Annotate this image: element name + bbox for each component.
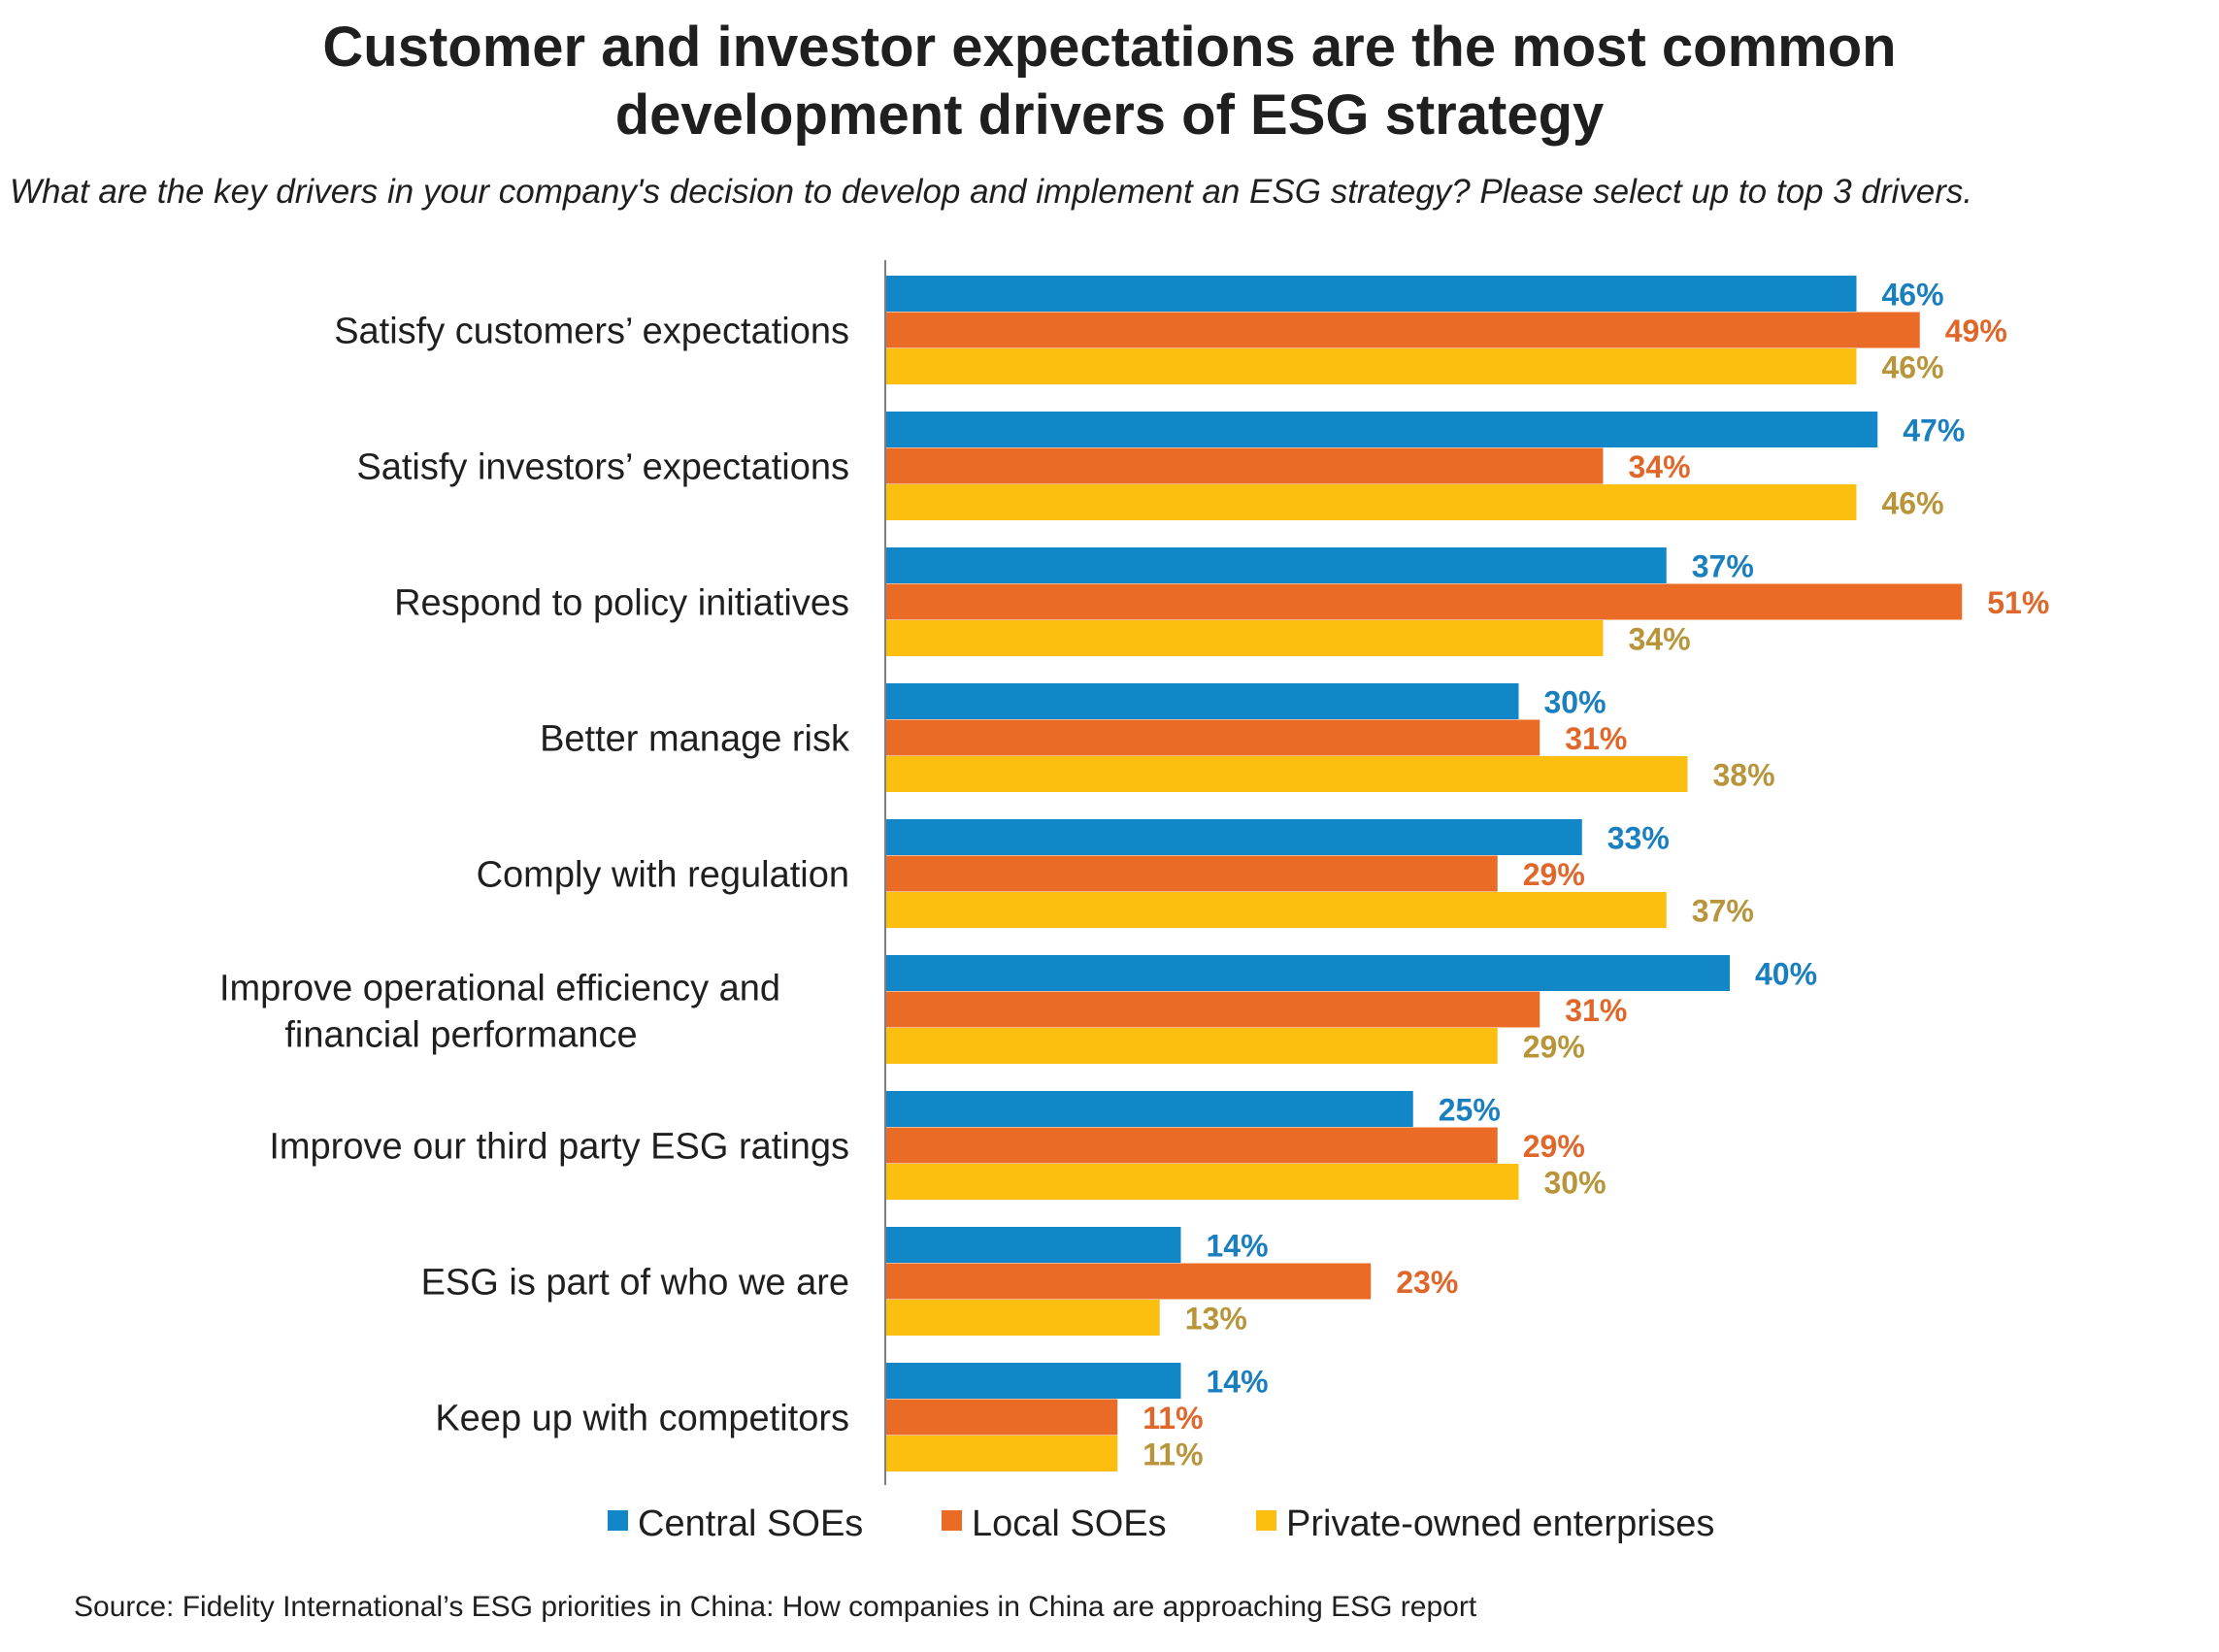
chart-title-line-2: development drivers of ESG strategy: [614, 83, 1605, 147]
bar-central-soes-esg-is-part-of-who-we-are: [885, 1227, 1181, 1263]
bar-private-owned-enterprises-improve-our-third-party-esg-ratings: [885, 1164, 1519, 1200]
data-label-central-soes-satisfy-customers-expectations: 46%: [1882, 278, 1944, 313]
data-label-central-soes-improve-our-third-party-esg-ratings: 25%: [1439, 1093, 1501, 1128]
bar-central-soes-improve-our-third-party-esg-ratings: [885, 1091, 1413, 1127]
bar-central-soes-satisfy-customers-expectations: [885, 276, 1857, 312]
category-label-esg-is-part-of-who-we-are: ESG is part of who we are: [421, 1262, 849, 1303]
data-label-local-soes-respond-to-policy-initiatives: 51%: [1987, 585, 2049, 620]
bar-private-owned-enterprises-improve-operational-efficiency-and-financial-performance: [885, 1028, 1498, 1064]
bar-local-soes-comply-with-regulation: [885, 855, 1498, 892]
data-label-private-owned-enterprises-satisfy-investors-expectations: 46%: [1882, 486, 1944, 521]
bar-central-soes-improve-operational-efficiency-and-financial-performance: [885, 955, 1730, 991]
category-label-respond-to-policy-initiatives: Respond to policy initiatives: [394, 582, 849, 623]
category-label-comply-with-regulation: Comply with regulation: [477, 854, 849, 895]
data-label-central-soes-satisfy-investors-expectations: 47%: [1903, 413, 1965, 448]
bar-local-soes-keep-up-with-competitors: [885, 1399, 1118, 1436]
legend-label-local-soes: Local SOEs: [972, 1503, 1167, 1544]
bar-central-soes-comply-with-regulation: [885, 819, 1582, 855]
bar-private-owned-enterprises-better-manage-risk: [885, 756, 1688, 792]
legend-swatch-local-soes: [942, 1510, 962, 1531]
data-label-private-owned-enterprises-keep-up-with-competitors: 11%: [1143, 1437, 1203, 1472]
source-note: Source: Fidelity International’s ESG pri…: [74, 1591, 1477, 1623]
data-label-central-soes-better-manage-risk: 30%: [1544, 685, 1606, 720]
data-label-private-owned-enterprises-respond-to-policy-initiatives: 34%: [1629, 622, 1691, 657]
bar-private-owned-enterprises-keep-up-with-competitors: [885, 1436, 1118, 1471]
data-label-central-soes-comply-with-regulation: 33%: [1607, 821, 1670, 856]
legend-label-central-soes: Central SOEs: [638, 1503, 863, 1544]
bar-private-owned-enterprises-satisfy-investors-expectations: [885, 484, 1857, 520]
category-label-keep-up-with-competitors: Keep up with competitors: [435, 1398, 849, 1438]
chart-title-line-1: Customer and investor expectations are t…: [322, 16, 1897, 79]
legend-swatch-private-owned-enterprises: [1256, 1510, 1276, 1531]
category-label-satisfy-investors-expectations: Satisfy investors’ expectations: [356, 446, 849, 487]
chart-subtitle: What are the key drivers in your company…: [10, 173, 1973, 211]
data-label-local-soes-keep-up-with-competitors: 11%: [1143, 1401, 1203, 1436]
legend-label-private-owned-enterprises: Private-owned enterprises: [1286, 1503, 1714, 1544]
legend-swatch-central-soes: [608, 1510, 628, 1531]
bar-central-soes-satisfy-investors-expectations: [885, 412, 1878, 447]
chart-title: Customer and investor expectations are t…: [0, 14, 2219, 149]
bar-private-owned-enterprises-respond-to-policy-initiatives: [885, 620, 1604, 656]
category-label-better-manage-risk: Better manage risk: [540, 718, 850, 759]
bar-private-owned-enterprises-comply-with-regulation: [885, 892, 1667, 928]
data-label-local-soes-improve-our-third-party-esg-ratings: 29%: [1523, 1129, 1585, 1164]
data-label-private-owned-enterprises-esg-is-part-of-who-we-are: 13%: [1185, 1302, 1247, 1337]
data-label-central-soes-esg-is-part-of-who-we-are: 14%: [1207, 1229, 1269, 1264]
bar-local-soes-respond-to-policy-initiatives: [885, 583, 1963, 620]
data-label-private-owned-enterprises-comply-with-regulation: 37%: [1692, 894, 1754, 929]
bar-central-soes-respond-to-policy-initiatives: [885, 547, 1667, 583]
data-label-private-owned-enterprises-satisfy-customers-expectations: 46%: [1882, 350, 1944, 385]
bar-central-soes-keep-up-with-competitors: [885, 1363, 1181, 1399]
category-label-improve-our-third-party-esg-ratings: Improve our third party ESG ratings: [269, 1126, 849, 1167]
data-label-private-owned-enterprises-improve-operational-efficiency-and-financial-performance: 29%: [1523, 1030, 1585, 1065]
data-label-local-soes-comply-with-regulation: 29%: [1523, 857, 1585, 892]
data-label-private-owned-enterprises-improve-our-third-party-esg-ratings: 30%: [1544, 1166, 1606, 1201]
data-label-local-soes-improve-operational-efficiency-and-financial-performance: 31%: [1565, 993, 1627, 1028]
data-label-central-soes-improve-operational-efficiency-and-financial-performance: 40%: [1755, 957, 1817, 992]
data-label-private-owned-enterprises-better-manage-risk: 38%: [1713, 758, 1775, 793]
bar-local-soes-satisfy-investors-expectations: [885, 447, 1604, 484]
bar-local-soes-improve-operational-efficiency-and-financial-performance: [885, 991, 1540, 1028]
data-label-local-soes-better-manage-risk: 31%: [1565, 721, 1627, 756]
bar-local-soes-satisfy-customers-expectations: [885, 312, 1920, 348]
data-label-local-soes-satisfy-investors-expectations: 34%: [1629, 449, 1691, 484]
bar-local-soes-improve-our-third-party-esg-ratings: [885, 1127, 1498, 1164]
data-label-central-soes-keep-up-with-competitors: 14%: [1207, 1365, 1269, 1400]
bar-private-owned-enterprises-esg-is-part-of-who-we-are: [885, 1300, 1160, 1336]
bar-local-soes-better-manage-risk: [885, 719, 1540, 756]
bar-local-soes-esg-is-part-of-who-we-are: [885, 1263, 1372, 1300]
category-label-improve-operational-efficiency-and-financial-performance: Improve operational efficiency and financ…: [219, 968, 780, 1055]
data-label-local-soes-esg-is-part-of-who-we-are: 23%: [1396, 1265, 1458, 1300]
bar-private-owned-enterprises-satisfy-customers-expectations: [885, 348, 1857, 384]
data-label-central-soes-respond-to-policy-initiatives: 37%: [1692, 549, 1754, 584]
data-label-local-soes-satisfy-customers-expectations: 49%: [1945, 314, 2007, 348]
category-label-satisfy-customers-expectations: Satisfy customers’ expectations: [334, 311, 849, 351]
bar-central-soes-better-manage-risk: [885, 683, 1519, 719]
